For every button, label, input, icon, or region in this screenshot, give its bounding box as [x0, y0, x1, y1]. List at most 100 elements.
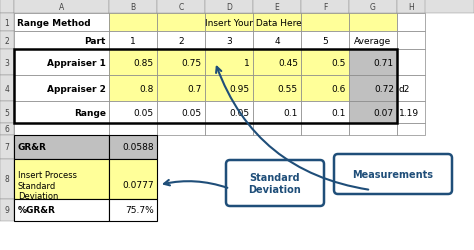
Bar: [109, 136, 157, 159]
Bar: [14, 76, 109, 102]
Bar: [397, 32, 425, 50]
Text: 0.7: 0.7: [188, 84, 202, 93]
Bar: [14, 14, 109, 32]
Bar: [349, 124, 397, 136]
Text: 2: 2: [178, 36, 184, 45]
Text: 0.72: 0.72: [374, 84, 394, 93]
Text: 1.19: 1.19: [399, 108, 419, 117]
Bar: [14, 32, 109, 50]
Bar: [109, 199, 157, 221]
Bar: [109, 76, 157, 102]
Text: 4: 4: [274, 36, 280, 45]
Bar: [0, 124, 14, 136]
Text: H: H: [408, 2, 414, 12]
Bar: [14, 102, 109, 124]
Bar: [157, 14, 205, 32]
Text: 0.0588: 0.0588: [122, 143, 154, 152]
Text: 9: 9: [5, 206, 9, 215]
Text: Appraiser 1: Appraiser 1: [47, 58, 106, 67]
Bar: [253, 124, 301, 136]
Text: GR&R: GR&R: [18, 143, 47, 152]
Bar: [205, 102, 253, 124]
Bar: [253, 14, 301, 32]
Bar: [0, 14, 14, 32]
Bar: [0, 0, 14, 14]
Bar: [253, 32, 301, 50]
Bar: [301, 50, 349, 76]
Bar: [397, 76, 425, 102]
Text: 1: 1: [130, 36, 136, 45]
Text: 0.05: 0.05: [134, 108, 154, 117]
Text: 6: 6: [5, 125, 9, 134]
Text: 0.8: 0.8: [140, 84, 154, 93]
Bar: [397, 102, 425, 124]
Text: 3: 3: [5, 58, 9, 67]
Text: 0.6: 0.6: [332, 84, 346, 93]
Text: Insert Process
Standard
Deviation: Insert Process Standard Deviation: [18, 170, 77, 200]
Text: 0.45: 0.45: [278, 58, 298, 67]
Bar: [397, 50, 425, 76]
Text: C: C: [178, 2, 183, 12]
Bar: [301, 124, 349, 136]
Bar: [0, 102, 14, 124]
Text: 0.1: 0.1: [332, 108, 346, 117]
Bar: [301, 32, 349, 50]
Bar: [14, 0, 109, 14]
Bar: [157, 32, 205, 50]
Text: 0.85: 0.85: [134, 58, 154, 67]
Text: 0.75: 0.75: [182, 58, 202, 67]
Text: Average: Average: [355, 36, 392, 45]
Bar: [301, 102, 349, 124]
Text: G: G: [370, 2, 376, 12]
Bar: [349, 14, 397, 32]
Bar: [301, 76, 349, 102]
Text: F: F: [323, 2, 327, 12]
Bar: [14, 199, 109, 221]
Text: 5: 5: [322, 36, 328, 45]
Text: Part: Part: [85, 36, 106, 45]
Text: 0.71: 0.71: [374, 58, 394, 67]
Bar: [14, 124, 109, 136]
Bar: [253, 0, 301, 14]
Bar: [301, 0, 349, 14]
Text: 0.05: 0.05: [182, 108, 202, 117]
Text: 8: 8: [5, 175, 9, 184]
FancyBboxPatch shape: [226, 160, 324, 206]
Bar: [205, 76, 253, 102]
Bar: [349, 50, 397, 76]
Bar: [397, 124, 425, 136]
Text: Range: Range: [74, 108, 106, 117]
Bar: [205, 124, 253, 136]
Bar: [14, 50, 397, 124]
Bar: [349, 76, 397, 102]
Bar: [14, 136, 109, 159]
Bar: [157, 102, 205, 124]
Bar: [301, 14, 349, 32]
Bar: [14, 159, 109, 199]
Bar: [205, 32, 253, 50]
Bar: [109, 32, 157, 50]
Bar: [109, 0, 157, 14]
FancyBboxPatch shape: [334, 154, 452, 194]
Bar: [0, 159, 14, 199]
Bar: [0, 32, 14, 50]
Text: 0.95: 0.95: [230, 84, 250, 93]
Text: 0.1: 0.1: [283, 108, 298, 117]
Text: 5: 5: [5, 108, 9, 117]
Bar: [157, 76, 205, 102]
Bar: [157, 50, 205, 76]
Text: 1: 1: [5, 18, 9, 28]
Bar: [0, 199, 14, 221]
Bar: [109, 50, 157, 76]
Bar: [0, 50, 14, 76]
Text: 0.0777: 0.0777: [122, 181, 154, 190]
Bar: [205, 50, 253, 76]
Text: Measurements: Measurements: [353, 169, 434, 179]
Bar: [349, 32, 397, 50]
Text: 0.05: 0.05: [230, 108, 250, 117]
Bar: [253, 50, 301, 76]
Bar: [349, 0, 397, 14]
Text: B: B: [130, 2, 136, 12]
Text: 0.5: 0.5: [332, 58, 346, 67]
Text: %GR&R: %GR&R: [18, 206, 56, 215]
